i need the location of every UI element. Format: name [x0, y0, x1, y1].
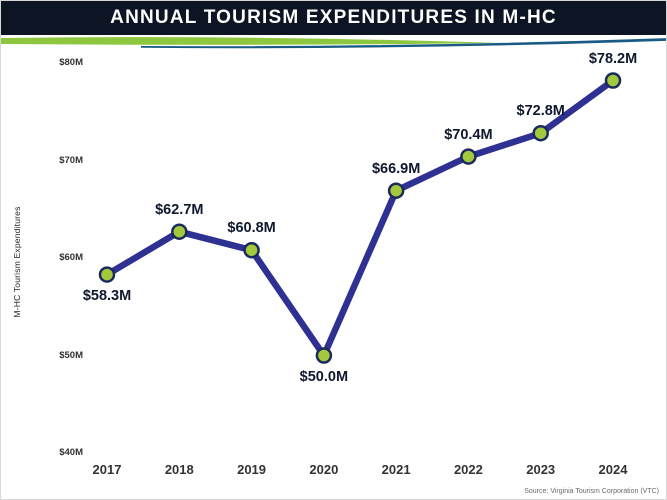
swoosh-green-shape	[1, 37, 501, 45]
data-point-marker-2024	[604, 72, 622, 89]
swoosh-blue-shape	[141, 38, 666, 49]
source-note: Source: Virginia Tourism Corporation (VT…	[524, 488, 659, 495]
data-point-marker-2020	[315, 347, 333, 364]
data-point-marker-2021	[387, 182, 405, 199]
data-point-marker-2022	[460, 148, 477, 165]
data-point-marker-2017	[98, 266, 116, 283]
data-point-marker-2023	[532, 124, 549, 142]
chart-header: ANNUAL TOURISM EXPENDITURES IN M-HC	[1, 1, 666, 35]
header-swoosh-decoration	[1, 37, 666, 49]
data-point-marker-2018	[171, 223, 188, 240]
data-point-marker-2019	[243, 241, 260, 259]
chart-title: ANNUAL TOURISM EXPENDITURES IN M-HC	[110, 7, 557, 28]
trend-line	[103, 77, 617, 359]
